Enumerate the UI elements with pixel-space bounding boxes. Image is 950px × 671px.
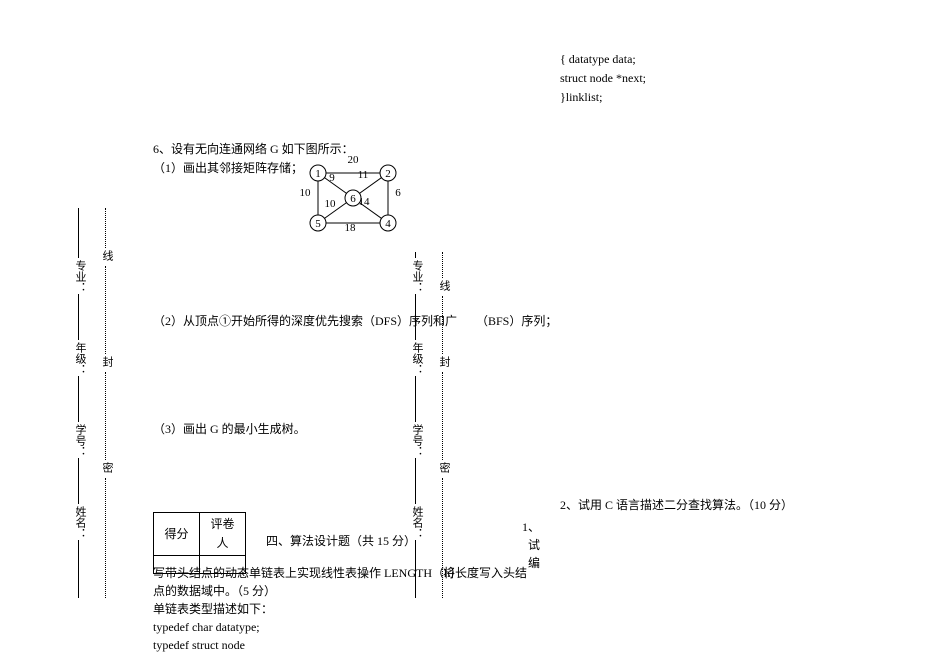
seal2: 封 bbox=[99, 356, 115, 367]
seal-line-2 bbox=[442, 252, 443, 278]
seal-line bbox=[105, 208, 106, 248]
code-line: struct node *next; bbox=[560, 69, 646, 88]
binding-line bbox=[78, 458, 79, 504]
graph-g: 2091110610141812654 bbox=[300, 155, 420, 249]
svg-text:18: 18 bbox=[345, 222, 357, 234]
code-snippet: { datatype data; struct node *next; }lin… bbox=[560, 50, 646, 108]
binding-name: 姓名： bbox=[72, 506, 88, 539]
svg-text:5: 5 bbox=[315, 218, 321, 230]
body1-right: 将长度写入头结 bbox=[443, 564, 527, 583]
seal-line bbox=[105, 478, 106, 598]
binding-line bbox=[78, 208, 79, 258]
binding-line bbox=[78, 540, 79, 598]
score-label: 得分 bbox=[154, 513, 200, 556]
binding-major-2: 专业： bbox=[409, 260, 425, 293]
binding-grade: 年级： bbox=[72, 342, 88, 375]
binding-grade-2: 年级： bbox=[409, 342, 425, 375]
svg-text:1: 1 bbox=[315, 168, 321, 180]
reviewer-label: 评卷人 bbox=[200, 513, 246, 556]
body-line: typedef char datatype; bbox=[153, 618, 462, 636]
binding-major: 专业： bbox=[72, 260, 88, 293]
binding-id-2: 学号： bbox=[409, 424, 425, 457]
ri3: 编 bbox=[520, 554, 540, 572]
svg-text:20: 20 bbox=[348, 155, 360, 166]
svg-text:11: 11 bbox=[358, 169, 369, 181]
binding-line bbox=[78, 376, 79, 422]
code-line: { datatype data; bbox=[560, 50, 646, 69]
code-line: }linklist; bbox=[560, 88, 646, 107]
svg-text:6: 6 bbox=[395, 187, 401, 199]
svg-text:2: 2 bbox=[385, 168, 391, 180]
q6-sub2b: （BFS）序列； bbox=[476, 312, 557, 331]
seal1: 密 bbox=[99, 462, 115, 473]
binding-line-2 bbox=[415, 540, 416, 598]
svg-text:10: 10 bbox=[300, 187, 311, 199]
seal1-2: 密 bbox=[436, 462, 452, 473]
q2-right: 2、试用 C 语言描述二分查找算法。（10 分） bbox=[560, 496, 793, 515]
svg-text:10: 10 bbox=[325, 198, 337, 210]
ri1: 1、 bbox=[520, 518, 540, 536]
binding-line-2 bbox=[415, 294, 416, 340]
binding-line-2 bbox=[415, 458, 416, 504]
seal-line bbox=[105, 372, 106, 460]
svg-text:6: 6 bbox=[350, 193, 356, 205]
svg-text:9: 9 bbox=[329, 172, 335, 184]
section4-title: 四、算法设计题（共 15 分） bbox=[266, 532, 416, 551]
q6-sub3: （3）画出 G 的最小生成树。 bbox=[153, 420, 306, 439]
seal3: 线 bbox=[99, 250, 115, 261]
seal-line bbox=[105, 266, 106, 354]
seal-line-2 bbox=[442, 478, 443, 598]
binding-id: 学号： bbox=[72, 424, 88, 457]
seal3-2: 线 bbox=[436, 280, 452, 291]
svg-text:4: 4 bbox=[385, 218, 391, 230]
binding-line-2 bbox=[415, 252, 416, 258]
binding-line-2 bbox=[415, 376, 416, 422]
body-line: 单链表类型描述如下： bbox=[153, 600, 462, 618]
seal-line-2 bbox=[442, 296, 443, 354]
ri2: 试 bbox=[520, 536, 540, 554]
body-line: typedef struct node bbox=[153, 636, 462, 654]
seal2-2: 封 bbox=[436, 356, 452, 367]
right-items: 1、 试 编 bbox=[520, 518, 540, 572]
binding-name-2: 姓名： bbox=[409, 506, 425, 539]
binding-line bbox=[78, 294, 79, 340]
seal-line-2 bbox=[442, 372, 443, 460]
q6-sub2: （2）从顶点①开始所得的深度优先搜索（DFS）序列和广 bbox=[153, 312, 457, 331]
